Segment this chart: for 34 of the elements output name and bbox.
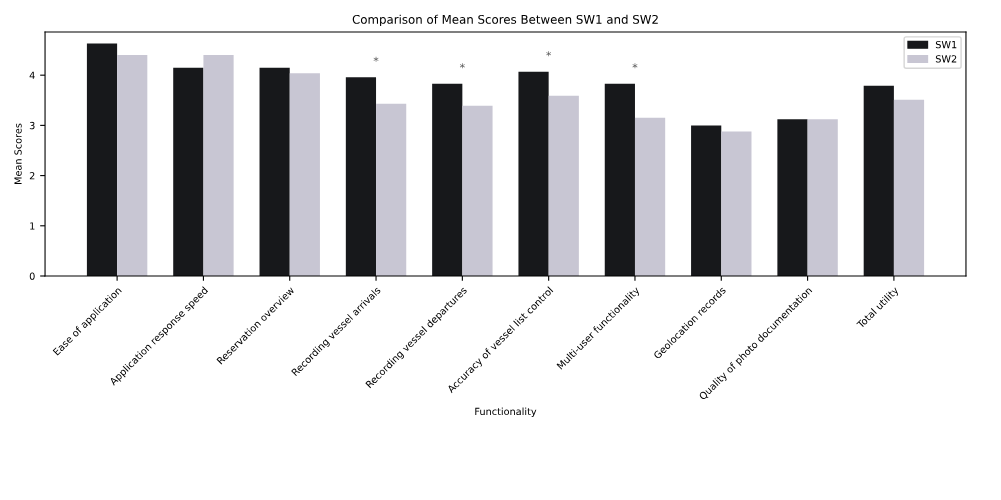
bar (777, 119, 808, 276)
bar (259, 67, 290, 276)
y-tick-label: 4 (29, 71, 35, 79)
legend-label: SW1 (935, 40, 957, 49)
bar (117, 55, 148, 276)
bar (376, 103, 407, 276)
legend-label: SW2 (935, 55, 957, 63)
bar (863, 85, 894, 276)
bar (548, 95, 579, 276)
y-tick-label: 1 (30, 222, 35, 230)
bar (518, 71, 549, 276)
y-tick-label: 0 (29, 272, 35, 280)
y-tick-label: 2 (29, 172, 35, 180)
bar (721, 131, 752, 276)
bar (807, 119, 838, 276)
bar (432, 83, 463, 276)
annotation: * (459, 63, 465, 69)
bar (289, 73, 320, 276)
annotation: * (632, 63, 638, 69)
bar (462, 105, 493, 276)
chart-title: Comparison of Mean Scores Between SW1 and SW2 (352, 14, 658, 27)
bar (86, 43, 118, 276)
bar (604, 83, 635, 276)
bar (691, 125, 722, 276)
bar (634, 117, 666, 276)
x-axis-title: Functionality (475, 407, 537, 417)
annotation: * (373, 56, 379, 62)
y-axis-title: Mean Scores (14, 123, 22, 184)
bar (893, 99, 925, 276)
annotation: * (546, 51, 552, 57)
bar (173, 67, 204, 276)
y-tick-label: 3 (29, 121, 35, 130)
bar (203, 55, 234, 276)
bar (345, 77, 377, 276)
